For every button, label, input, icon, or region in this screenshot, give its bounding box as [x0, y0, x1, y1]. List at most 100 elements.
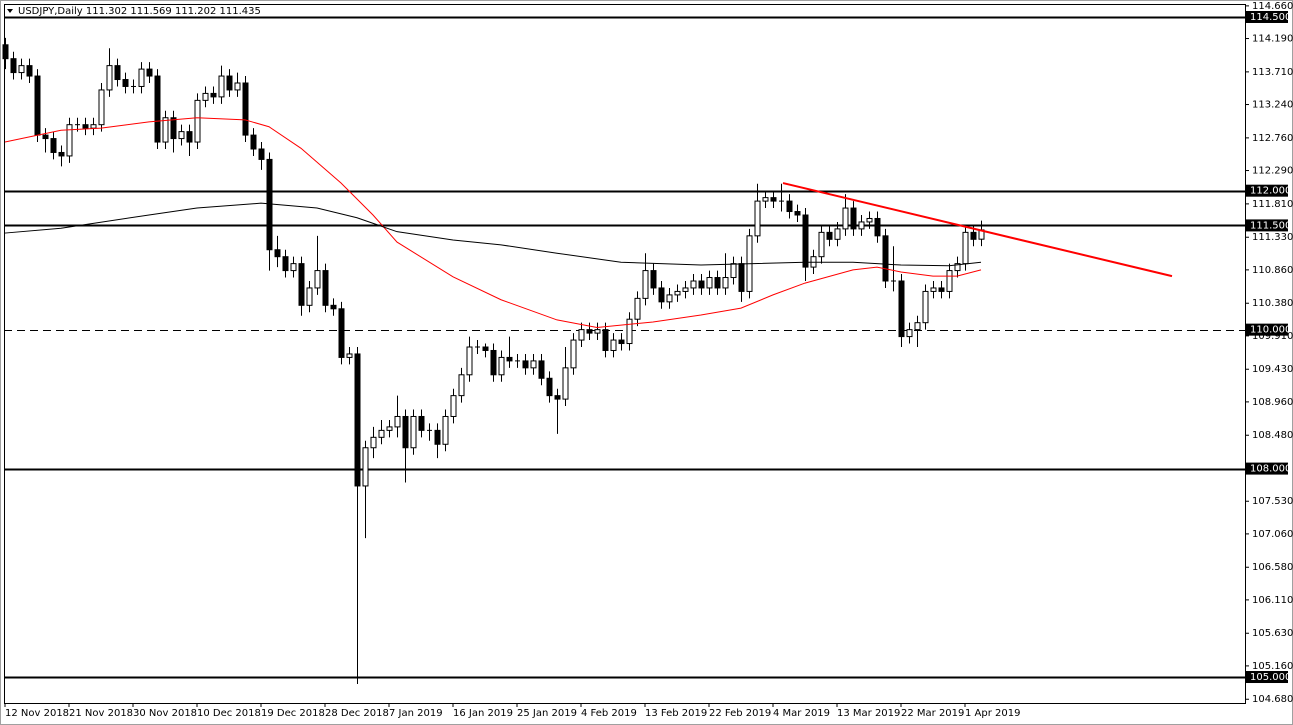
- candle-body: [42, 134, 49, 140]
- candle-body: [90, 124, 97, 129]
- candle-body: [354, 353, 361, 487]
- x-tick-label: 7 Jan 2019: [389, 708, 443, 719]
- x-tick-label: 13 Mar 2019: [837, 708, 900, 719]
- candle-body: [370, 436, 377, 449]
- candle-body: [682, 287, 689, 292]
- plot-frame: [4, 4, 1246, 704]
- candle-body: [298, 263, 305, 306]
- moving-average: [4, 202, 982, 267]
- candle-body: [730, 263, 737, 279]
- candle-body: [714, 277, 721, 289]
- candle-body: [258, 148, 265, 160]
- level-label-box: [1246, 671, 1288, 684]
- y-tick-label: 107.060: [1252, 529, 1293, 540]
- candle-body: [634, 297, 641, 320]
- candle-body: [554, 395, 561, 400]
- candle-body: [594, 329, 601, 334]
- candle-body: [330, 304, 337, 310]
- candle-body: [922, 290, 929, 324]
- candle-body: [314, 270, 321, 289]
- candle-body: [522, 360, 529, 369]
- candle-body: [10, 58, 17, 74]
- x-tick-label: 12 Nov 2018: [5, 708, 69, 719]
- candle-body: [602, 329, 609, 351]
- y-tick-label: 112.290: [1252, 166, 1293, 177]
- x-tick-label: 21 Nov 2018: [69, 708, 133, 719]
- x-tick-label: 4 Feb 2019: [581, 708, 637, 719]
- y-tick-label: 109.910: [1252, 331, 1293, 342]
- candle-body: [450, 395, 457, 417]
- candle-body: [618, 339, 625, 345]
- candle-body: [570, 339, 577, 369]
- x-tick-label: 1 Apr 2019: [965, 708, 1020, 719]
- candle-body: [290, 263, 297, 272]
- x-tick-label: 22 Feb 2019: [709, 708, 771, 719]
- level-label: 105.000: [1250, 672, 1291, 683]
- candle-body: [938, 287, 945, 292]
- y-tick-label: 114.660: [1252, 1, 1293, 12]
- candle-body: [874, 217, 881, 237]
- level-label-box: [1246, 184, 1288, 197]
- candle-body: [738, 263, 745, 292]
- x-tick-label: 25 Jan 2019: [517, 708, 577, 719]
- candle-body: [786, 200, 793, 213]
- y-tick-label: 110.860: [1252, 265, 1293, 276]
- level-label: 110.000: [1250, 325, 1291, 336]
- candle-body: [930, 287, 937, 292]
- candle-body: [562, 367, 569, 400]
- candle-body: [306, 287, 313, 306]
- candle-body: [530, 360, 537, 369]
- candle-body: [770, 197, 777, 202]
- y-tick-label: 109.430: [1252, 364, 1293, 375]
- candle-body: [282, 256, 289, 272]
- candle-body: [202, 92, 209, 101]
- candle-body: [754, 200, 761, 237]
- level-label: 112.000: [1250, 186, 1291, 197]
- chart-title: USDJPY,Daily 111.302 111.569 111.202 111…: [18, 6, 261, 17]
- candle-body: [698, 280, 705, 289]
- level-label: 108.000: [1250, 464, 1291, 475]
- candle-body: [954, 263, 961, 272]
- candle-body: [658, 287, 665, 303]
- candle-body: [394, 415, 401, 428]
- candle-body: [722, 277, 729, 289]
- candle-body: [482, 346, 489, 351]
- candle-body: [114, 65, 121, 81]
- candle-body: [850, 207, 857, 230]
- candle-body: [226, 75, 233, 91]
- candle-body: [98, 89, 105, 126]
- level-label: 111.500: [1250, 220, 1291, 231]
- y-tick-label: 112.760: [1252, 133, 1293, 144]
- candle-body: [970, 231, 977, 240]
- candle-body: [802, 214, 809, 268]
- y-tick-label: 108.480: [1252, 430, 1293, 441]
- candle-body: [146, 68, 153, 77]
- candle-body: [546, 377, 553, 397]
- candle-body: [210, 92, 217, 98]
- candle-body: [538, 360, 545, 379]
- candle-body: [434, 429, 441, 445]
- y-tick-label: 105.630: [1252, 628, 1293, 639]
- candle-body: [858, 221, 865, 230]
- y-tick-label: 105.160: [1252, 661, 1293, 672]
- level-label: 114.500: [1250, 12, 1291, 23]
- candle-body: [882, 235, 889, 282]
- candle-body: [322, 270, 329, 306]
- candle-body: [250, 134, 257, 150]
- candle-body: [50, 138, 57, 153]
- candle-body: [578, 329, 585, 341]
- candle-body: [234, 82, 241, 91]
- menu-arrow[interactable]: [7, 9, 13, 13]
- x-tick-label: 16 Jan 2019: [453, 708, 513, 719]
- candle-body: [674, 290, 681, 296]
- candle-body: [362, 447, 369, 487]
- candle-body: [170, 117, 177, 140]
- candle-body: [610, 339, 617, 351]
- moving-average: [4, 117, 982, 329]
- candle-body: [906, 329, 913, 338]
- candle-body: [642, 270, 649, 299]
- candle-body: [962, 231, 969, 265]
- y-tick-label: 113.240: [1252, 100, 1293, 111]
- candle-body: [490, 349, 497, 376]
- candle-body: [866, 217, 873, 223]
